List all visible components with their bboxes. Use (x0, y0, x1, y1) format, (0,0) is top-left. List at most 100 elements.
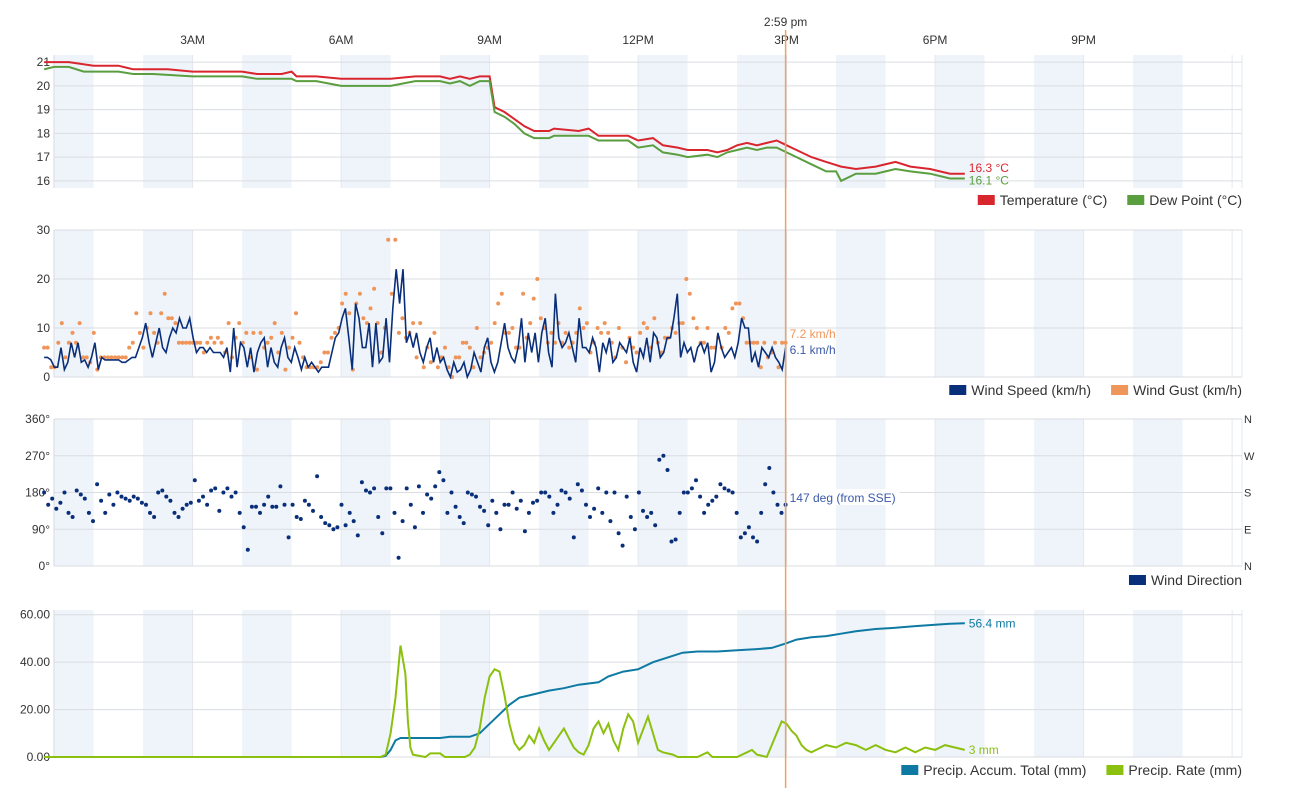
hour-band (1133, 230, 1183, 377)
legend-label[interactable]: Dew Point (°C) (1149, 192, 1242, 208)
wind-direction-point (201, 494, 205, 499)
wind-gust-point (365, 321, 369, 326)
wind-direction-point (490, 498, 495, 503)
dew-point-current: 16.1 °C (969, 174, 1009, 188)
wind-direction-point (681, 490, 686, 495)
y-tick-label: 180° (25, 486, 50, 500)
wind-direction-point (364, 488, 368, 493)
legend-swatch (1106, 765, 1124, 775)
wind-direction-point (653, 523, 658, 528)
wind-gust-point (418, 321, 423, 326)
wind-direction-point (315, 474, 320, 479)
wind-gust-point (443, 345, 447, 350)
wind-direction-point (514, 506, 519, 511)
temperature-current: 16.3 °C (969, 161, 1009, 175)
wind-gust-point (159, 311, 164, 316)
wind-gust-point (389, 291, 394, 296)
wind-direction-point (78, 492, 83, 497)
wind-direction-point (555, 502, 560, 507)
wind-gust-point (269, 335, 274, 340)
wind-direction-point (571, 535, 576, 540)
wind-gust-point (414, 355, 419, 360)
wind-direction-point (547, 494, 552, 499)
wind-direction-point (449, 490, 454, 495)
legend-label[interactable]: Wind Direction (1151, 572, 1242, 588)
y-tick-label: 20 (37, 272, 51, 286)
wind-direction-point (355, 533, 360, 538)
wind-gust-point (691, 316, 696, 321)
wind-direction-point (645, 515, 650, 519)
wind-gust-point (237, 321, 242, 326)
y-right-tick-label: N (1244, 414, 1252, 426)
hour-band (143, 610, 193, 757)
hour-band (737, 55, 787, 188)
wind-direction-point (616, 531, 621, 536)
wind-direction-point (779, 510, 784, 515)
wind-direction-point (233, 490, 238, 495)
wind-gust-point (258, 330, 263, 335)
wind-direction-point (115, 490, 120, 495)
wind-direction-point (539, 490, 544, 495)
wind-gust-point (42, 345, 47, 350)
wind-direction-point (396, 555, 401, 560)
y-tick-label: 0 (43, 370, 50, 384)
hour-band (1034, 230, 1084, 377)
wind-gust-point (457, 355, 462, 360)
wind-direction-point (694, 478, 698, 483)
legend-swatch (1111, 385, 1129, 395)
wind-gust-point (733, 301, 738, 306)
wind-direction-point (767, 466, 772, 470)
y-tick-label: 270° (25, 449, 50, 463)
legend-wind_direction: Wind Direction (1128, 572, 1242, 588)
legend-label[interactable]: Temperature (°C) (1000, 192, 1108, 208)
legend-label[interactable]: Wind Speed (km/h) (971, 382, 1091, 398)
wind-gust-point (538, 316, 543, 321)
wind-direction-point (258, 510, 262, 515)
wind-direction-point (763, 482, 768, 487)
wind-gust-point (453, 355, 458, 360)
wind-direction-point (249, 504, 254, 509)
wind-gust-point (577, 306, 582, 311)
wind-direction-chart: 0° 90° 180° 270° 360° N E S W N 147 deg (from SSE) (25, 412, 1255, 573)
y-right-tick-label: S (1244, 488, 1251, 500)
wind-gust-point (208, 335, 213, 340)
legend-label[interactable]: Precip. Rate (mm) (1128, 762, 1242, 778)
wind-gust-point (184, 340, 188, 345)
wind-gust-point (687, 291, 692, 296)
legend-label[interactable]: Precip. Accum. Total (mm) (923, 762, 1086, 778)
time-cursor[interactable]: 2:59 pm (764, 15, 807, 788)
wind-gust-point (694, 326, 699, 330)
wind-gust-point (297, 340, 302, 345)
legend-label[interactable]: Wind Gust (km/h) (1133, 382, 1242, 398)
wind-direction-point (384, 486, 389, 491)
wind-gust-point (737, 301, 742, 306)
wind-direction-point (404, 486, 409, 491)
wind-gust-point (127, 345, 132, 350)
wind-direction-point (164, 494, 169, 499)
wind-gust-point (514, 345, 518, 350)
hour-band (242, 610, 292, 757)
wind-direction-point (755, 539, 760, 544)
wind-direction-point (461, 521, 466, 526)
wind-direction-point (620, 543, 625, 548)
wind-direction-point (70, 515, 75, 519)
wind-gust-point (91, 330, 96, 335)
dew-point-line (43, 65, 965, 183)
y-tick-label: 60.00 (20, 608, 50, 622)
wind-direction-point (294, 515, 299, 519)
wind-direction-point (58, 500, 63, 505)
wind-direction-point (706, 502, 711, 507)
wind-direction-point (160, 488, 165, 493)
wind-direction-point (649, 510, 654, 515)
wind-direction-point (641, 508, 645, 513)
wind-gust-point (758, 365, 763, 370)
precip-total-current: 56.4 mm (969, 616, 1016, 630)
wind-gust-point (173, 321, 178, 326)
hour-band (1034, 610, 1084, 757)
wind-gust-point (84, 355, 89, 360)
wind-direction-point (127, 498, 132, 503)
wind-direction-point (624, 494, 629, 499)
wind-gust-point (634, 350, 639, 355)
wind-direction-point (241, 525, 246, 530)
wind-gust-point (705, 326, 710, 330)
